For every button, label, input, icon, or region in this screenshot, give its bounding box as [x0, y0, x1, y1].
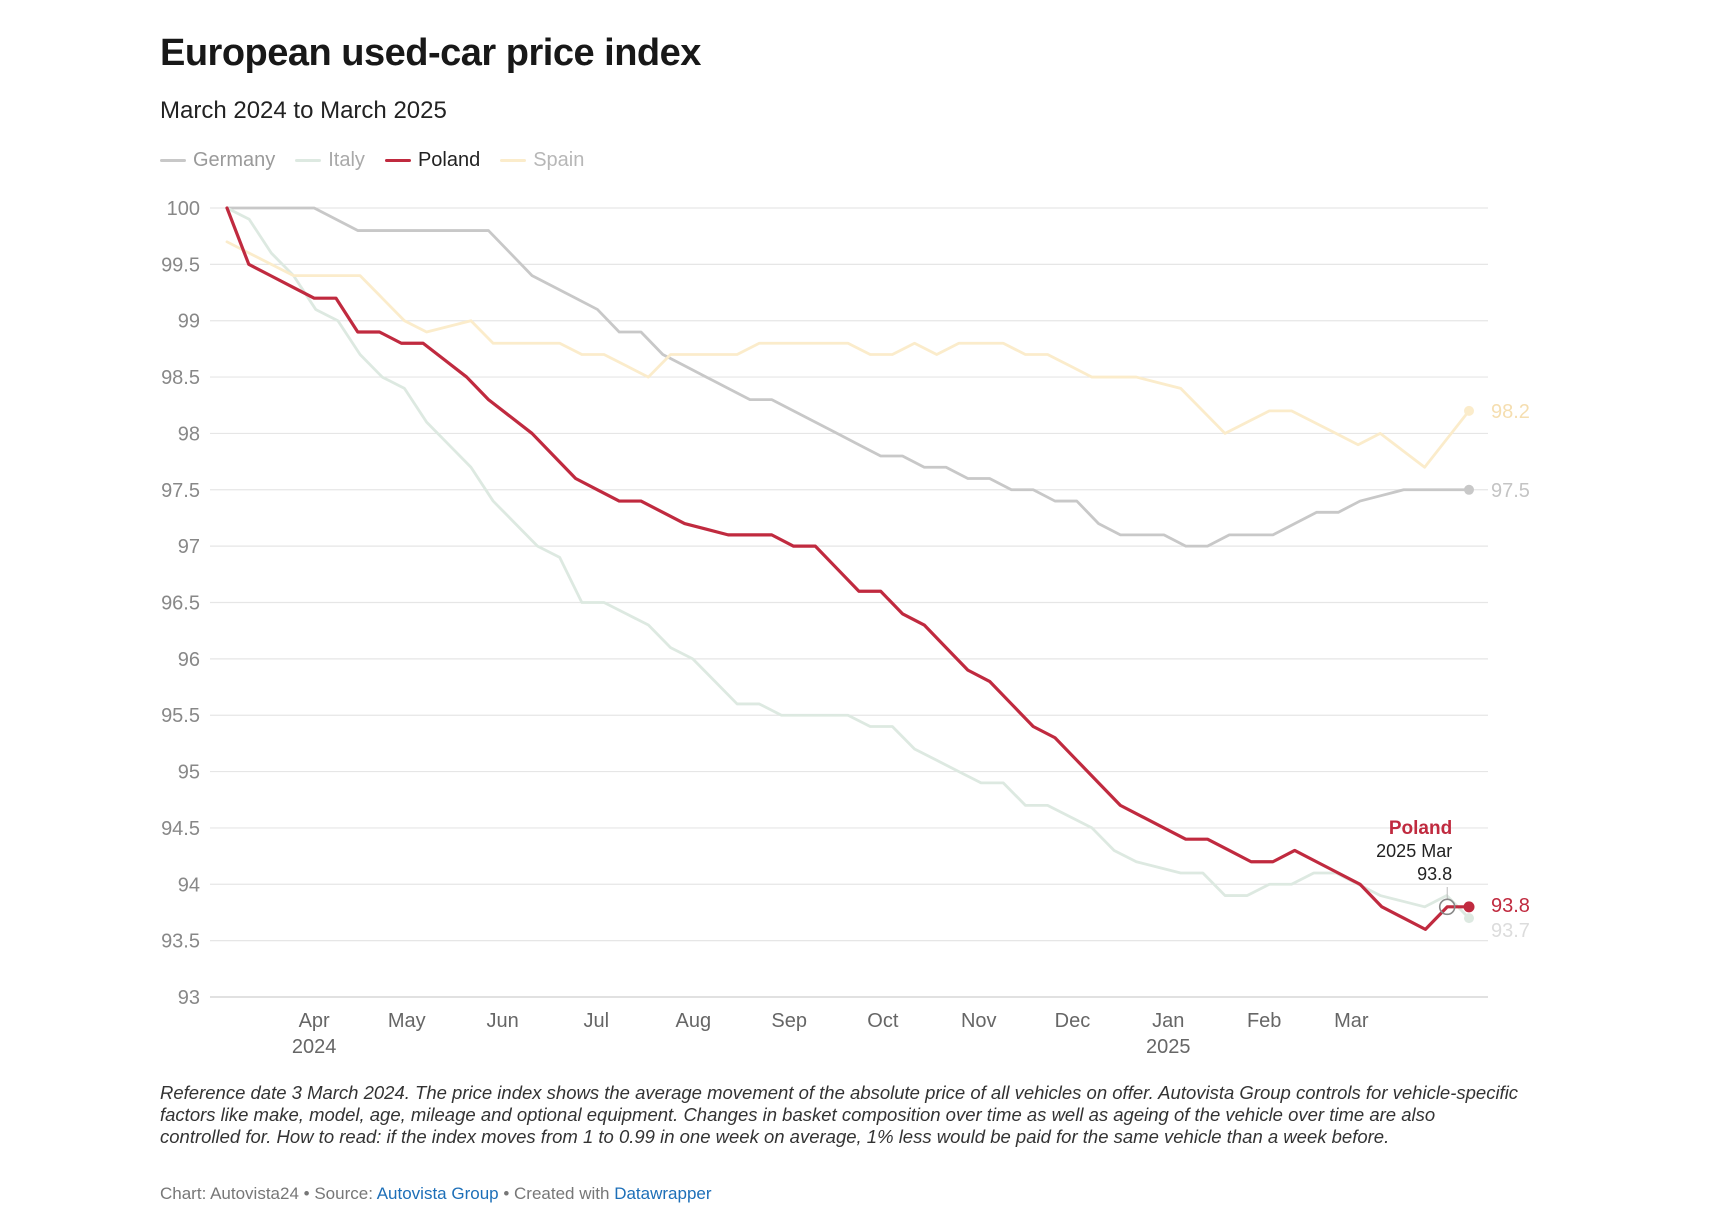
tooltip-date: 2025 Mar	[1376, 841, 1452, 861]
x-tick-label: Jun	[487, 1010, 519, 1032]
y-tick-label: 96	[178, 649, 200, 671]
chart-legend: Germany Italy Poland Spain	[160, 149, 584, 172]
line-chart: 100 99.5 99 98.5 98 97.5 97 96.5 96 95.5 95 94.5 94 9…	[161, 198, 1530, 1058]
legend-label: Germany	[193, 149, 276, 171]
y-tick-label: 94	[178, 874, 200, 896]
legend-swatch	[500, 159, 527, 162]
y-tick-label: 95	[178, 762, 200, 784]
end-dot-spain	[1464, 405, 1474, 416]
series-line-spain[interactable]	[225, 240, 1471, 469]
x-tick-label: Apr	[299, 1010, 330, 1032]
chart-subtitle: March 2024 to March 2025	[160, 97, 447, 124]
legend-label: Spain	[533, 149, 585, 171]
legend-swatch	[295, 159, 322, 162]
y-tick-label: 98	[178, 423, 200, 445]
x-axis-labels: Apr 2024 May Jun Jul Aug Sep Oct Nov Dec Jan 2025 Fe…	[292, 1010, 1369, 1058]
x-tick-label: Dec	[1055, 1010, 1091, 1032]
end-label-italy: 93.7	[1491, 920, 1530, 942]
y-axis-labels: 100 99.5 99 98.5 98 97.5 97 96.5 96 95.5 95 94.5 94 9…	[161, 198, 200, 1009]
end-label-germany: 97.5	[1491, 480, 1530, 502]
x-tick-year: 2024	[292, 1036, 337, 1058]
series-line-germany[interactable]	[225, 206, 1471, 548]
x-tick-label: Jan	[1152, 1010, 1184, 1032]
x-tick-label: Nov	[961, 1010, 997, 1032]
tooltip-value: 93.8	[1417, 864, 1452, 884]
y-tick-label: 93.5	[161, 931, 200, 953]
x-tick-label: Mar	[1334, 1010, 1369, 1032]
y-tick-label: 99.5	[161, 254, 200, 276]
x-tick-label: Sep	[771, 1010, 807, 1032]
y-tick-label: 96.5	[161, 593, 200, 615]
end-dot-poland	[1463, 901, 1475, 913]
y-tick-label: 93	[178, 987, 200, 1009]
legend-item-spain[interactable]: Spain	[500, 149, 584, 172]
y-tick-label: 94.5	[161, 818, 200, 840]
end-labels: 97.5 93.7 98.2 93.8	[1463, 401, 1530, 942]
y-tick-label: 98.5	[161, 367, 200, 389]
legend-item-italy[interactable]: Italy	[295, 149, 365, 172]
x-tick-label: Oct	[867, 1010, 899, 1032]
legend-label: Poland	[417, 149, 481, 171]
x-tick-label: Aug	[675, 1010, 711, 1032]
series-line-italy[interactable]	[225, 206, 1471, 920]
source-link[interactable]: Autovista Group	[376, 1184, 499, 1203]
x-tick-label: May	[388, 1010, 426, 1032]
series-lines	[225, 206, 1471, 931]
legend-item-poland[interactable]: Poland	[384, 149, 481, 172]
x-tick-label: Feb	[1247, 1010, 1281, 1032]
legend-swatch	[160, 159, 186, 162]
y-tick-label: 100	[167, 198, 200, 220]
chart-title: European used-car price index	[160, 32, 701, 74]
y-tick-label: 95.5	[161, 705, 200, 727]
credit-chart: Chart: Autovista24	[160, 1184, 299, 1203]
series-line-poland[interactable]	[225, 206, 1471, 931]
x-tick-year: 2025	[1146, 1036, 1191, 1058]
y-tick-label: 97.5	[161, 480, 200, 502]
gridlines	[210, 207, 1488, 998]
datawrapper-link[interactable]: Datawrapper	[614, 1184, 712, 1203]
tooltip-series: Poland	[1389, 818, 1452, 839]
end-label-poland: 93.8	[1491, 895, 1530, 917]
end-label-spain: 98.2	[1491, 401, 1530, 423]
end-dot-italy	[1464, 913, 1474, 924]
chart-credits: Chart: Autovista24 • Source: Autovista G…	[160, 1184, 712, 1203]
chart-notes: Reference date 3 March 2024. The price i…	[160, 1082, 1519, 1147]
legend-swatch	[384, 159, 411, 162]
end-dot-germany	[1464, 484, 1474, 495]
tooltip-marker	[1438, 898, 1456, 916]
legend-label: Italy	[328, 149, 365, 171]
y-tick-label: 99	[178, 311, 200, 333]
y-tick-label: 97	[178, 536, 200, 558]
legend-item-germany[interactable]: Germany	[160, 149, 275, 172]
x-tick-label: Jul	[584, 1010, 610, 1032]
